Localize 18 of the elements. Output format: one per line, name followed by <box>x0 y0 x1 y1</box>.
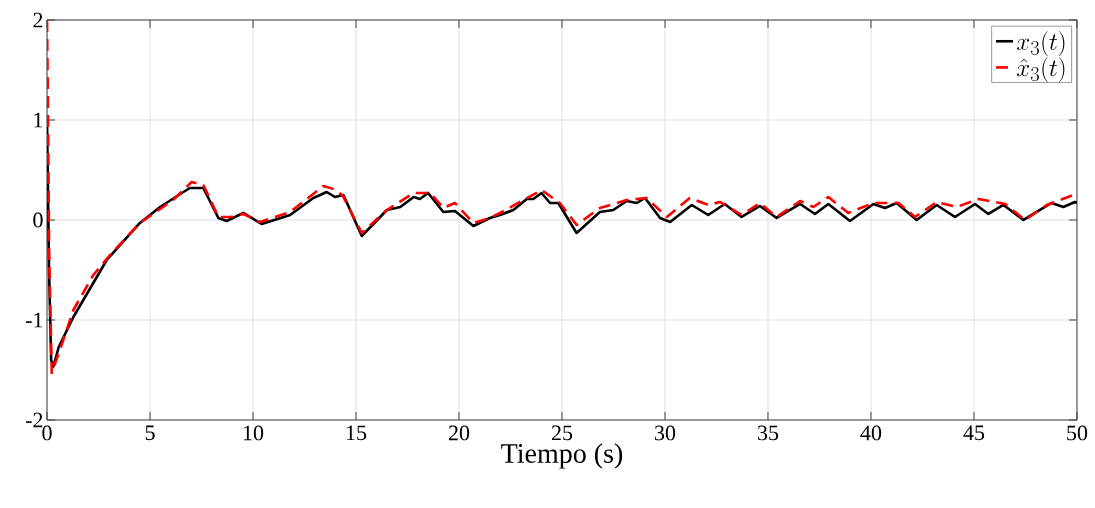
x-tick-label: 5 <box>145 425 155 441</box>
legend-label: $x_3(t)$ <box>1017 31 1065 57</box>
x-tick-label: 30 <box>655 425 676 441</box>
x-tick-label: 10 <box>243 425 264 441</box>
legend-label: $\hat{x}_3(t)$ <box>1017 57 1065 83</box>
x-tick-label: 40 <box>860 425 882 441</box>
x-tick-label: 15 <box>346 425 367 441</box>
x-tick-label: 25 <box>551 425 573 441</box>
y-tick-label: 1 <box>34 112 43 128</box>
x-tick-label: 45 <box>963 425 985 441</box>
y-tick-label: -1 <box>25 312 43 328</box>
x-axis-title: Tiempo (s) <box>501 443 623 469</box>
x-tick-label: 50 <box>1067 425 1088 441</box>
x-tick-label: 35 <box>758 425 779 441</box>
y-tick-label: -2 <box>25 412 43 428</box>
y-tick-label: 0 <box>33 212 43 228</box>
y-tick-label: 2 <box>33 12 43 28</box>
x-tick-label: 20 <box>448 425 470 441</box>
